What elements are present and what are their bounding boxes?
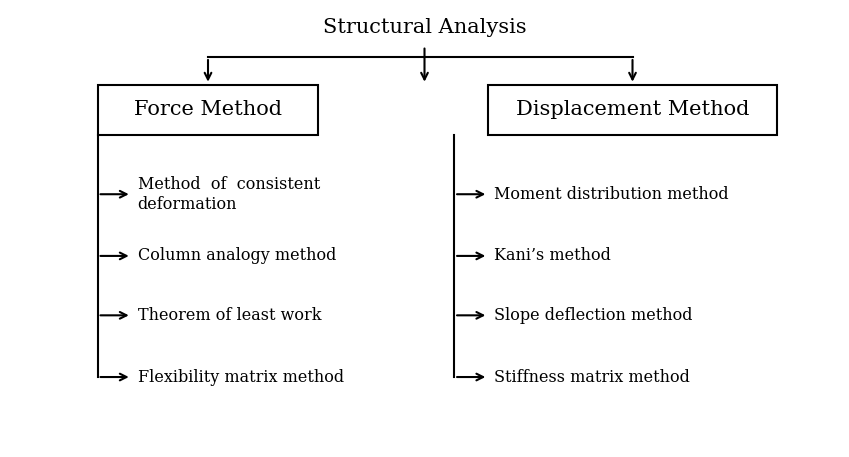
Text: Flexibility matrix method: Flexibility matrix method <box>138 368 344 386</box>
Text: Force Method: Force Method <box>134 100 282 119</box>
Text: Kani’s method: Kani’s method <box>494 247 611 265</box>
Text: Displacement Method: Displacement Method <box>516 100 749 119</box>
Text: Slope deflection method: Slope deflection method <box>494 307 693 324</box>
Text: Column analogy method: Column analogy method <box>138 247 336 265</box>
Bar <box>98 85 318 135</box>
Text: Theorem of least work: Theorem of least work <box>138 307 321 324</box>
Text: Stiffness matrix method: Stiffness matrix method <box>494 368 690 386</box>
Text: Method  of  consistent
deformation: Method of consistent deformation <box>138 176 320 213</box>
Text: Moment distribution method: Moment distribution method <box>494 186 728 203</box>
Bar <box>488 85 777 135</box>
Text: Structural Analysis: Structural Analysis <box>323 18 526 37</box>
